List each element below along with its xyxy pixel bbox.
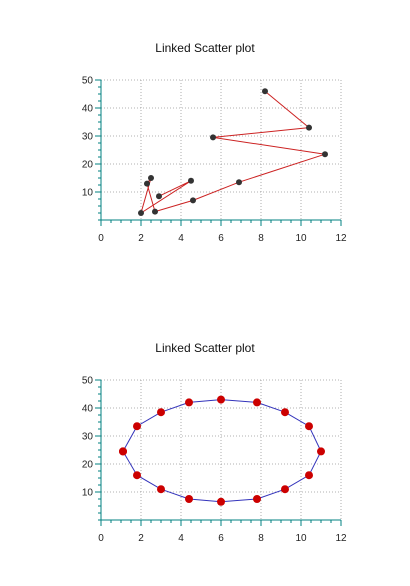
y-tick-label: 50 (82, 76, 94, 87)
y-tick-label: 50 (82, 376, 94, 387)
x-tick-label: 6 (218, 233, 224, 244)
series-line (140, 90, 326, 215)
data-point (156, 193, 162, 200)
x-tick-label: 4 (178, 533, 184, 544)
data-point (262, 88, 268, 95)
x-tick-label: 10 (295, 233, 307, 244)
y-tick-label: 20 (82, 160, 94, 171)
y-tick-label: 10 (82, 488, 94, 499)
data-point (119, 447, 127, 456)
data-point (144, 180, 150, 187)
x-tick-label: 4 (178, 233, 184, 244)
data-point (190, 197, 196, 204)
data-point (138, 210, 144, 216)
data-point (152, 208, 158, 215)
chart-title: Linked Scatter plot (155, 341, 255, 355)
data-point (185, 398, 193, 407)
data-point (210, 134, 216, 141)
data-point (236, 179, 242, 186)
data-point (148, 175, 154, 181)
data-point (157, 485, 165, 494)
data-point (217, 395, 225, 404)
x-tick-label: 0 (98, 233, 104, 244)
y-tick-label: 20 (82, 460, 94, 471)
x-tick-label: 6 (218, 533, 224, 544)
data-point (317, 447, 325, 456)
y-tick-label: 40 (82, 104, 94, 115)
y-tick-label: 30 (82, 432, 94, 443)
y-tick-label: 40 (82, 404, 94, 415)
y-tick-label: 10 (82, 188, 94, 199)
x-tick-label: 8 (258, 533, 264, 544)
data-point (185, 495, 193, 503)
y-tick-label: 30 (82, 132, 94, 143)
linked-scatter-chart-1: Linked Scatter plot 0 2 4 6 8 10 12 10 20 30 40 50 (0, 0, 410, 286)
x-tick-label: 2 (138, 233, 144, 244)
x-tick-label: 8 (258, 233, 264, 244)
data-point (157, 408, 165, 417)
series-line (122, 399, 322, 503)
x-tick-label: 2 (138, 533, 144, 544)
data-point (188, 177, 194, 184)
x-tick-label: 10 (295, 533, 307, 544)
chart-2-svg: 0 2 4 6 8 10 12 10 20 30 40 50 (82, 376, 347, 545)
data-point (281, 485, 289, 494)
data-point (305, 422, 313, 431)
data-point (322, 151, 328, 158)
x-tick-label: 12 (335, 233, 347, 244)
linked-scatter-chart-2: Linked Scatter plot 0 2 4 6 8 10 12 10 20 30 40 50 (0, 300, 410, 586)
chart-title: Linked Scatter plot (155, 41, 255, 55)
data-point (133, 471, 141, 480)
x-tick-label: 0 (98, 533, 104, 544)
x-tick-label: 12 (335, 533, 347, 544)
data-point (305, 471, 313, 480)
data-point (253, 398, 261, 407)
data-point (281, 408, 289, 417)
data-point (217, 497, 225, 506)
chart-1-svg: 0 2 4 6 8 10 12 10 20 30 40 50 (82, 76, 347, 245)
data-point (306, 124, 312, 131)
data-point (133, 422, 141, 431)
data-point (253, 495, 261, 503)
